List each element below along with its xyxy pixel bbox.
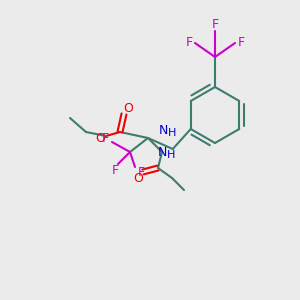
Text: F: F — [137, 166, 145, 178]
Text: F: F — [111, 164, 118, 178]
Text: N: N — [157, 146, 167, 158]
Text: N: N — [158, 124, 168, 136]
Text: H: H — [168, 128, 176, 138]
Text: O: O — [123, 101, 133, 115]
Text: F: F — [212, 17, 219, 31]
Text: F: F — [185, 35, 193, 49]
Text: H: H — [167, 150, 175, 160]
Text: F: F — [101, 133, 109, 146]
Text: F: F — [237, 35, 244, 49]
Text: O: O — [95, 131, 105, 145]
Text: O: O — [133, 172, 143, 184]
